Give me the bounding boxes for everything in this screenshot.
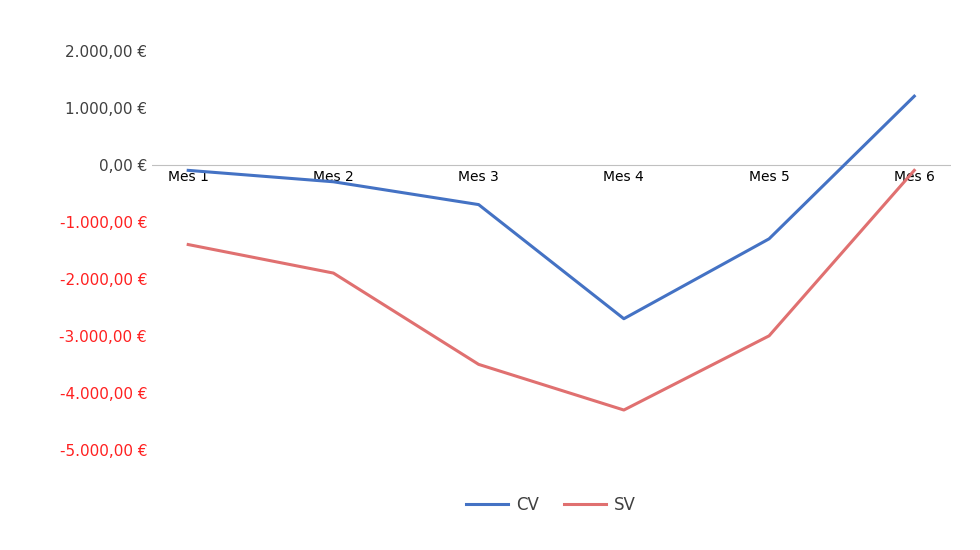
Legend: CV, SV: CV, SV <box>460 489 643 520</box>
